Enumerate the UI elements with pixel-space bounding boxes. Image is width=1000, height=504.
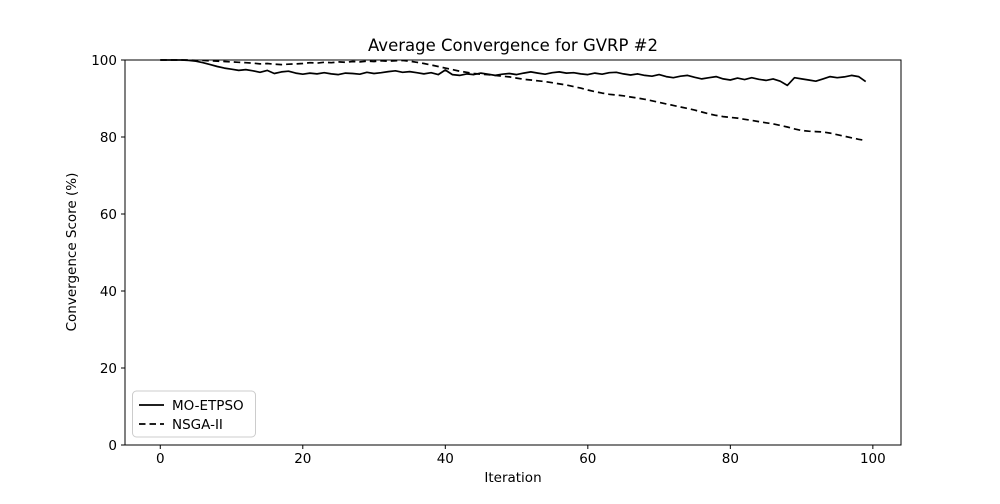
legend: MO-ETPSO NSGA-II xyxy=(132,390,256,438)
x-tick-label: 100 xyxy=(860,451,886,467)
chart-title: Average Convergence for GVRP #2 xyxy=(368,36,658,55)
y-tick-label: 100 xyxy=(91,53,117,69)
y-tick-label: 80 xyxy=(100,130,117,146)
legend-box xyxy=(132,390,256,438)
nsga-ii-line xyxy=(160,59,866,142)
x-tick-label: 80 xyxy=(722,451,739,467)
y-tick-label: 0 xyxy=(108,438,117,454)
x-tick-label: 60 xyxy=(579,451,596,467)
y-tick-label: 60 xyxy=(100,207,117,223)
legend-label-mo-etpso: MO-ETPSO xyxy=(172,398,244,414)
x-axis-label: Iteration xyxy=(484,470,541,486)
series-lines xyxy=(160,59,867,142)
legend-label-nsga-ii: NSGA-II xyxy=(172,417,223,433)
y-axis-label: Convergence Score (%) xyxy=(64,173,80,332)
mo-etpso-line xyxy=(160,59,867,87)
plot-area-border xyxy=(124,59,902,446)
y-tick-label: 40 xyxy=(100,284,117,300)
x-tick-label: 0 xyxy=(156,451,165,467)
y-tick-label: 20 xyxy=(100,361,117,377)
x-tick-label: 20 xyxy=(294,451,311,467)
axis-ticks: 0 20 40 60 80 100 0 20 40 60 80 100 xyxy=(91,53,886,467)
x-tick-label: 40 xyxy=(437,451,454,467)
